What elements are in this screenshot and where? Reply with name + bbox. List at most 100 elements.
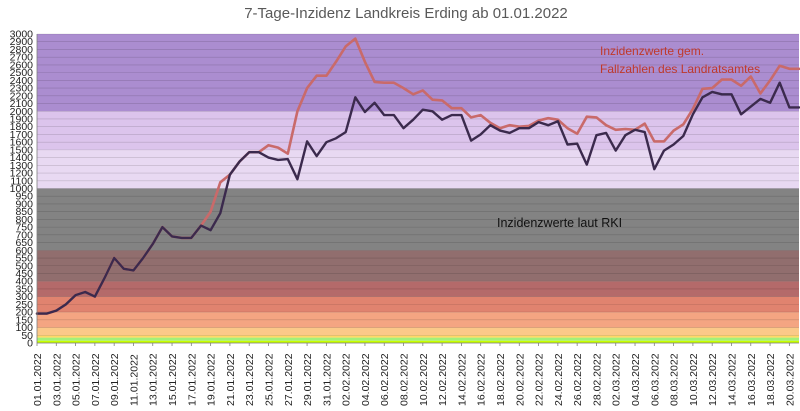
x-tick-label: 04.03.2022 xyxy=(630,353,642,406)
x-tick-label: 18.03.2022 xyxy=(765,353,777,406)
band-7 xyxy=(37,250,799,282)
annotation-landratsamt-0: Inzidenzwerte gem. xyxy=(600,44,704,58)
y-tick-label: 500 xyxy=(15,260,33,272)
band-11 xyxy=(37,34,799,112)
y-tick-label: 250 xyxy=(15,299,33,311)
y-tick-label: 1700 xyxy=(10,129,34,141)
x-tick-label: 31.01.2022 xyxy=(321,353,333,406)
x-tick-label: 12.03.2022 xyxy=(707,353,719,406)
x-tick-label: 20.02.2022 xyxy=(514,353,526,406)
x-tick-label: 07.01.2022 xyxy=(90,353,102,406)
x-tick-label: 10.02.2022 xyxy=(418,353,430,406)
x-tick-label: 16.03.2022 xyxy=(746,353,758,406)
y-tick-label: 2500 xyxy=(10,67,34,79)
y-tick-label: 150 xyxy=(15,314,33,326)
x-tick-label: 23.01.2022 xyxy=(244,353,256,406)
series-lines xyxy=(35,37,800,315)
band-8 xyxy=(37,188,799,251)
x-tick-label: 14.02.2022 xyxy=(456,353,468,406)
x-tick-label: 17.01.2022 xyxy=(186,353,198,406)
x-tick-label: 03.01.2022 xyxy=(51,353,63,406)
x-tick-label: 06.02.2022 xyxy=(379,353,391,406)
x-tick-label: 01.01.2022 xyxy=(32,353,44,406)
y-tick-label: 750 xyxy=(15,222,33,234)
x-tick-label: 26.02.2022 xyxy=(572,353,584,406)
x-tick-label: 16.02.2022 xyxy=(476,353,488,406)
y-tick-label: 600 xyxy=(15,245,33,257)
y-tick-label: 1300 xyxy=(10,160,34,172)
band-1 xyxy=(37,337,799,341)
y-tick-label: 400 xyxy=(15,276,33,288)
y-tick-label: 2400 xyxy=(10,75,34,87)
grid-lines xyxy=(37,33,799,344)
y-tick-label: 1600 xyxy=(10,137,34,149)
x-tick-label: 04.02.2022 xyxy=(360,353,372,406)
x-tick-label: 12.02.2022 xyxy=(437,353,449,406)
y-tick-label: 100 xyxy=(15,322,33,334)
y-tick-label: 3000 xyxy=(10,29,34,41)
annotation-rki-0: Inzidenzwerte laut RKI xyxy=(497,216,622,230)
x-tick-label: 29.01.2022 xyxy=(302,353,314,406)
x-tick-label: 14.03.2022 xyxy=(726,353,738,406)
x-tick-label: 05.01.2022 xyxy=(71,353,83,406)
x-tick-label: 02.03.2022 xyxy=(611,353,623,406)
y-tick-label: 50 xyxy=(21,330,33,342)
y-tick-label: 2000 xyxy=(10,106,34,118)
y-tick-label: 1000 xyxy=(10,183,34,195)
y-tick-label: 350 xyxy=(15,283,33,295)
x-tick-label: 22.02.2022 xyxy=(534,353,546,406)
x-tick-label: 20.03.2022 xyxy=(784,353,796,406)
x-tick-label: 24.02.2022 xyxy=(553,353,565,406)
band-3 xyxy=(37,327,799,336)
y-tick-label: 2700 xyxy=(10,52,34,64)
x-tick-label: 11.01.2022 xyxy=(128,354,140,406)
x-tick-label: 19.01.2022 xyxy=(206,353,218,406)
chart-title: 7-Tage-Inzidenz Landkreis Erding ab 01.0… xyxy=(244,5,568,22)
y-tick-label: 950 xyxy=(15,191,33,203)
band-9 xyxy=(37,149,799,189)
y-tick-label: 700 xyxy=(15,229,33,241)
x-axis: 01.01.2022 03.01.2022 05.01.2022 07.01.2022… xyxy=(32,343,796,406)
x-tick-label: 27.01.2022 xyxy=(283,353,295,406)
x-tick-label: 08.03.2022 xyxy=(669,353,681,406)
incidence-bands xyxy=(37,34,799,343)
y-tick-label: 1100 xyxy=(10,175,33,187)
y-tick-label: 2100 xyxy=(10,98,34,110)
band-5 xyxy=(37,296,799,313)
y-tick-label: 1900 xyxy=(10,113,34,125)
y-tick-label: 2900 xyxy=(10,36,34,48)
y-tick-label: 2300 xyxy=(10,83,34,95)
band-2 xyxy=(37,335,799,338)
y-tick-label: 450 xyxy=(15,268,33,280)
y-tick-label: 2600 xyxy=(10,59,34,71)
y-tick-label: 200 xyxy=(15,307,33,319)
x-tick-label: 09.01.2022 xyxy=(109,353,121,406)
annotation-landratsamt-1: Fallzahlen des Landratsamtes xyxy=(600,62,760,76)
y-tick-label: 2200 xyxy=(10,90,34,102)
x-tick-label: 25.01.2022 xyxy=(263,353,275,406)
y-tick-label: 300 xyxy=(15,291,33,303)
x-tick-label: 28.02.2022 xyxy=(591,353,603,406)
y-tick-label: 650 xyxy=(15,237,33,249)
y-tick-label: 0 xyxy=(27,338,33,350)
y-tick-label: 1400 xyxy=(10,152,34,164)
y-axis: 0501001502002503003504004505005506006507… xyxy=(10,29,799,350)
x-tick-label: 10.03.2022 xyxy=(688,353,700,406)
x-tick-label: 18.02.2022 xyxy=(495,353,507,406)
band-0 xyxy=(37,340,799,343)
band-6 xyxy=(37,281,799,297)
band-4 xyxy=(37,312,799,328)
y-tick-label: 2800 xyxy=(10,44,34,56)
x-tick-label: 08.02.2022 xyxy=(399,353,411,406)
y-tick-label: 550 xyxy=(15,253,33,265)
x-tick-label: 15.01.2022 xyxy=(167,353,179,406)
y-tick-label: 1200 xyxy=(10,168,34,180)
series-line-rki xyxy=(35,81,800,315)
y-tick-label: 1800 xyxy=(10,121,34,133)
x-tick-label: 21.01.2022 xyxy=(225,353,237,406)
x-tick-label: 06.03.2022 xyxy=(649,353,661,406)
y-tick-label: 1500 xyxy=(10,144,34,156)
x-tick-label: 13.01.2022 xyxy=(148,353,160,406)
